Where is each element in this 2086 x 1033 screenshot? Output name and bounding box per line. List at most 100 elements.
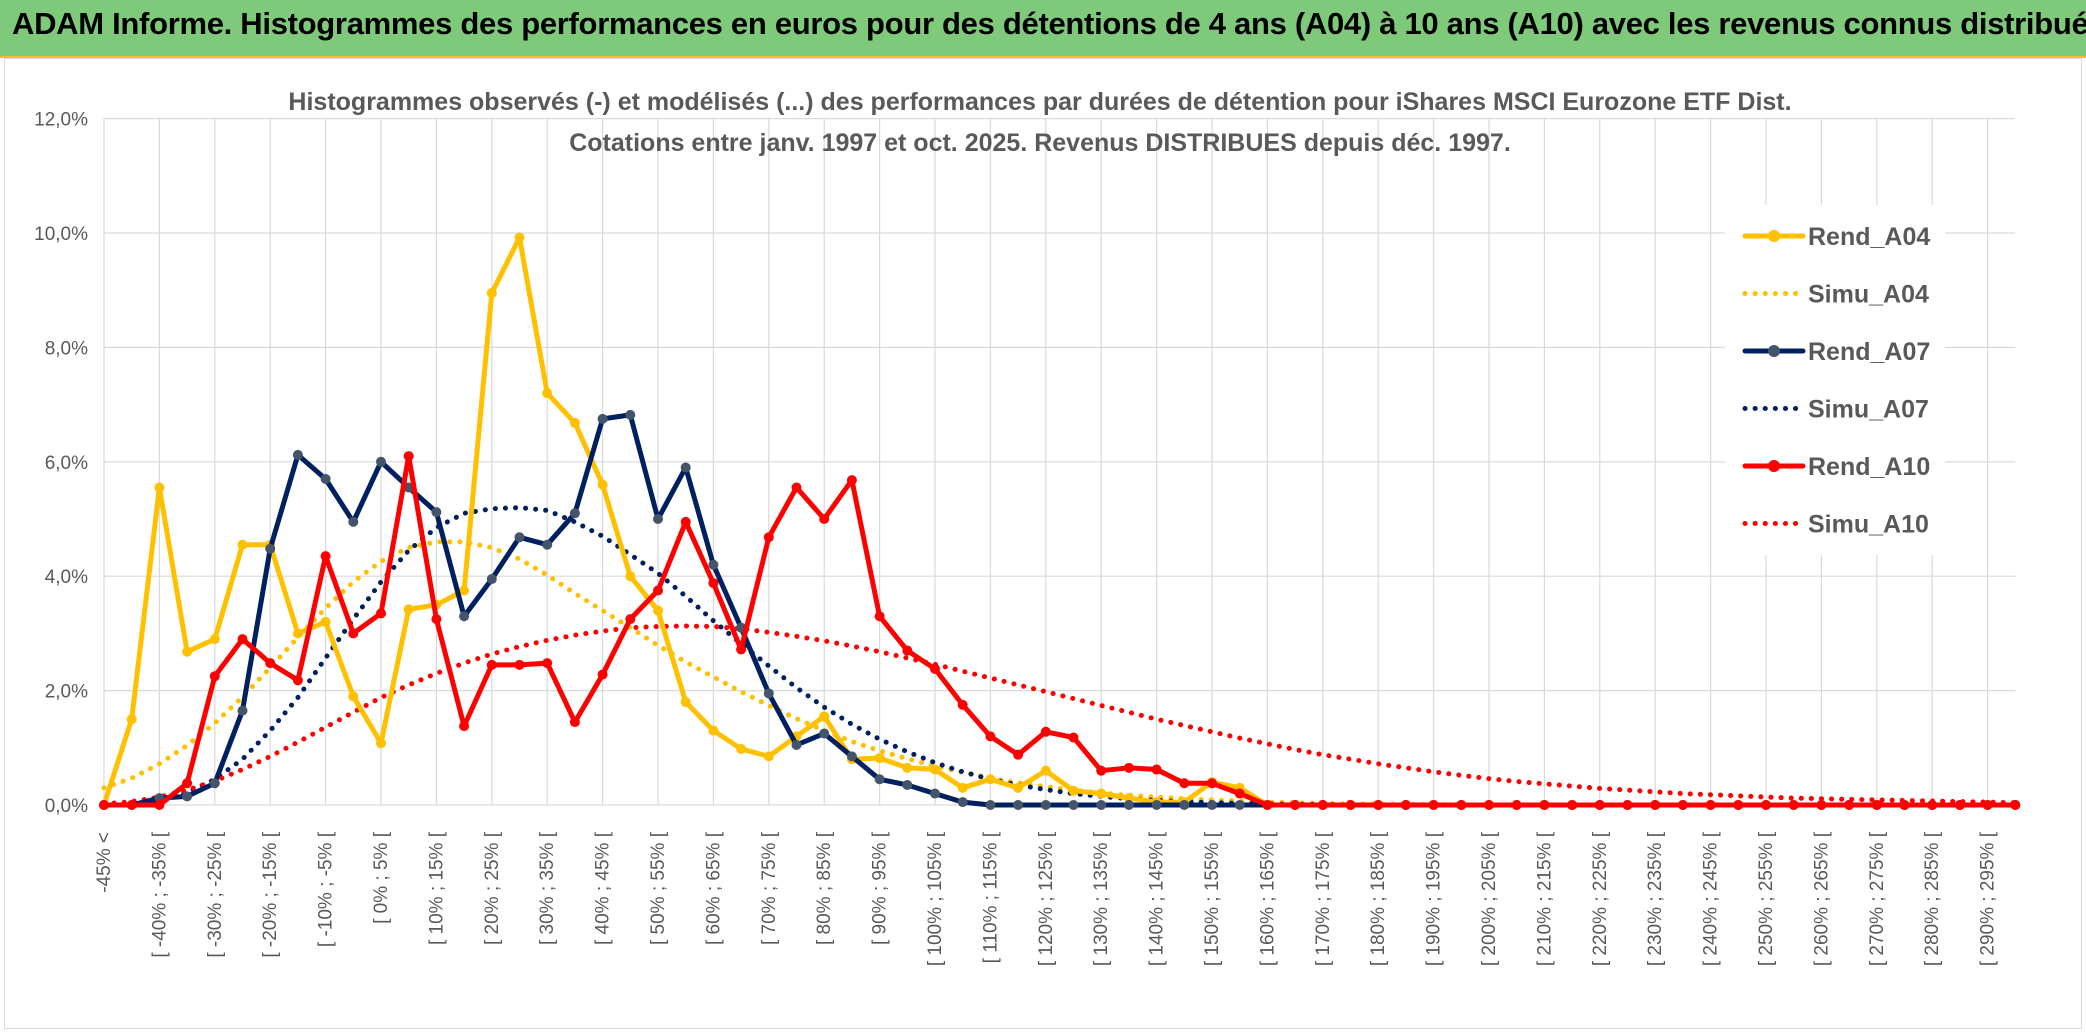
data-point — [930, 788, 940, 799]
data-point — [154, 482, 165, 493]
report-title: ADAM Informe. Histogrammes des performan… — [12, 6, 2086, 41]
data-point — [597, 479, 608, 490]
legend-label: Simu_A07 — [1808, 396, 1929, 424]
data-point — [348, 628, 359, 639]
data-point — [1096, 765, 1107, 776]
data-point — [265, 658, 276, 669]
x-tick-label: [ 160% ; 165% [ — [1257, 831, 1278, 966]
x-tick-label: [ 270% ; 275% [ — [1867, 831, 1888, 966]
legend-background — [1725, 205, 1945, 555]
data-point — [292, 675, 303, 686]
y-tick-label: 4,0% — [45, 567, 88, 588]
series-line-simu-a04 — [101, 539, 2018, 808]
data-point — [653, 585, 663, 596]
x-tick-label: [ 80% ; 85% [ — [814, 831, 835, 945]
x-tick-label: [ 20% ; 25% [ — [482, 831, 503, 945]
data-point — [542, 388, 553, 399]
data-point — [1151, 800, 1162, 810]
data-point — [1345, 800, 1356, 810]
data-point — [320, 616, 331, 627]
data-point — [348, 516, 359, 527]
series-line-simu-a10 — [101, 623, 2018, 807]
data-point — [99, 800, 109, 810]
y-tick-label: 12,0% — [34, 110, 88, 131]
legend-item-simu-a10: Simu_A10 — [1742, 511, 1929, 539]
data-point — [1567, 800, 1578, 810]
data-point — [1013, 749, 1024, 760]
x-tick-label: [ 110% ; 115% [ — [980, 831, 1001, 963]
legend-item-rend-a04: Rend_A04 — [1742, 223, 1930, 251]
data-point — [542, 539, 553, 550]
chart-title: Histogrammes observés (-) et modélisés (… — [288, 88, 1791, 116]
data-point — [680, 516, 691, 527]
data-point — [237, 705, 248, 716]
data-point — [1511, 800, 1522, 810]
data-point — [1871, 800, 1882, 810]
data-point — [1373, 800, 1384, 810]
data-point — [819, 514, 830, 524]
data-point — [431, 614, 442, 625]
data-point — [459, 611, 470, 622]
data-point — [126, 800, 137, 810]
y-tick-label: 8,0% — [45, 338, 88, 359]
chart-frame — [4, 58, 2082, 1029]
data-point — [2010, 800, 2021, 810]
x-tick-label: [ 140% ; 145% [ — [1147, 831, 1168, 966]
x-tick-label: [ 260% ; 265% [ — [1811, 831, 1832, 966]
x-tick-label: [ 30% ; 35% [ — [537, 831, 558, 945]
x-tick-label: [ 280% ; 285% [ — [1922, 831, 1943, 966]
x-tick-label: [ -10% ; -5% [ — [316, 831, 337, 947]
x-tick-label: [ 220% ; 225% [ — [1590, 831, 1611, 966]
data-point — [680, 462, 691, 473]
data-point — [625, 571, 636, 582]
legend-label: Rend_A04 — [1808, 223, 1930, 251]
data-point — [736, 743, 747, 754]
legend-item-rend-a10: Rend_A10 — [1742, 453, 1930, 481]
data-point — [1927, 800, 1938, 810]
series-lines — [99, 232, 2021, 810]
x-tick-label: [ 70% ; 75% [ — [759, 831, 780, 945]
legend-item-simu-a04: Simu_A04 — [1742, 281, 1929, 309]
data-point — [1650, 800, 1661, 810]
data-point — [1816, 800, 1827, 810]
data-point — [1179, 778, 1190, 789]
x-tick-label: [ 100% ; 105% [ — [925, 831, 946, 966]
x-tick-label: [ 0% ; 5% [ — [371, 831, 392, 924]
data-point — [1123, 793, 1134, 804]
data-point — [763, 688, 774, 699]
legend-marker — [1768, 345, 1780, 357]
legend-label: Simu_A04 — [1808, 281, 1929, 309]
data-point — [209, 778, 220, 789]
data-point — [1290, 800, 1301, 810]
x-tick-label: [ -30% ; -25% [ — [205, 831, 226, 957]
data-point — [985, 731, 996, 742]
data-point — [874, 611, 885, 622]
x-tick-label: [ 180% ; 185% [ — [1368, 831, 1389, 966]
data-point — [320, 551, 331, 562]
data-point — [874, 774, 885, 785]
data-point — [1954, 800, 1965, 810]
data-point — [1151, 764, 1162, 775]
data-point — [403, 604, 414, 615]
x-tick-label: [ 40% ; 45% [ — [593, 831, 614, 945]
x-axis-ticks: -45% < [ -40% ; -35% [[ -30% ; -25% [[ -2… — [94, 831, 1999, 966]
data-point — [569, 508, 580, 519]
data-point — [459, 721, 470, 732]
data-point — [1594, 800, 1605, 810]
data-point — [237, 634, 248, 645]
data-point — [708, 725, 719, 736]
data-point — [1982, 800, 1993, 810]
data-point — [514, 232, 525, 243]
legend-item-rend-a07: Rend_A07 — [1742, 338, 1930, 366]
data-point — [486, 288, 497, 299]
x-tick-label: [ 170% ; 175% [ — [1313, 831, 1334, 966]
data-point — [1400, 800, 1411, 810]
data-point — [846, 475, 857, 486]
data-point — [1068, 785, 1079, 796]
data-point — [708, 578, 719, 589]
data-point — [1179, 800, 1190, 810]
legend-item-simu-a07: Simu_A07 — [1742, 396, 1929, 424]
x-tick-label: -45% < — [94, 832, 115, 893]
data-point — [985, 774, 996, 785]
